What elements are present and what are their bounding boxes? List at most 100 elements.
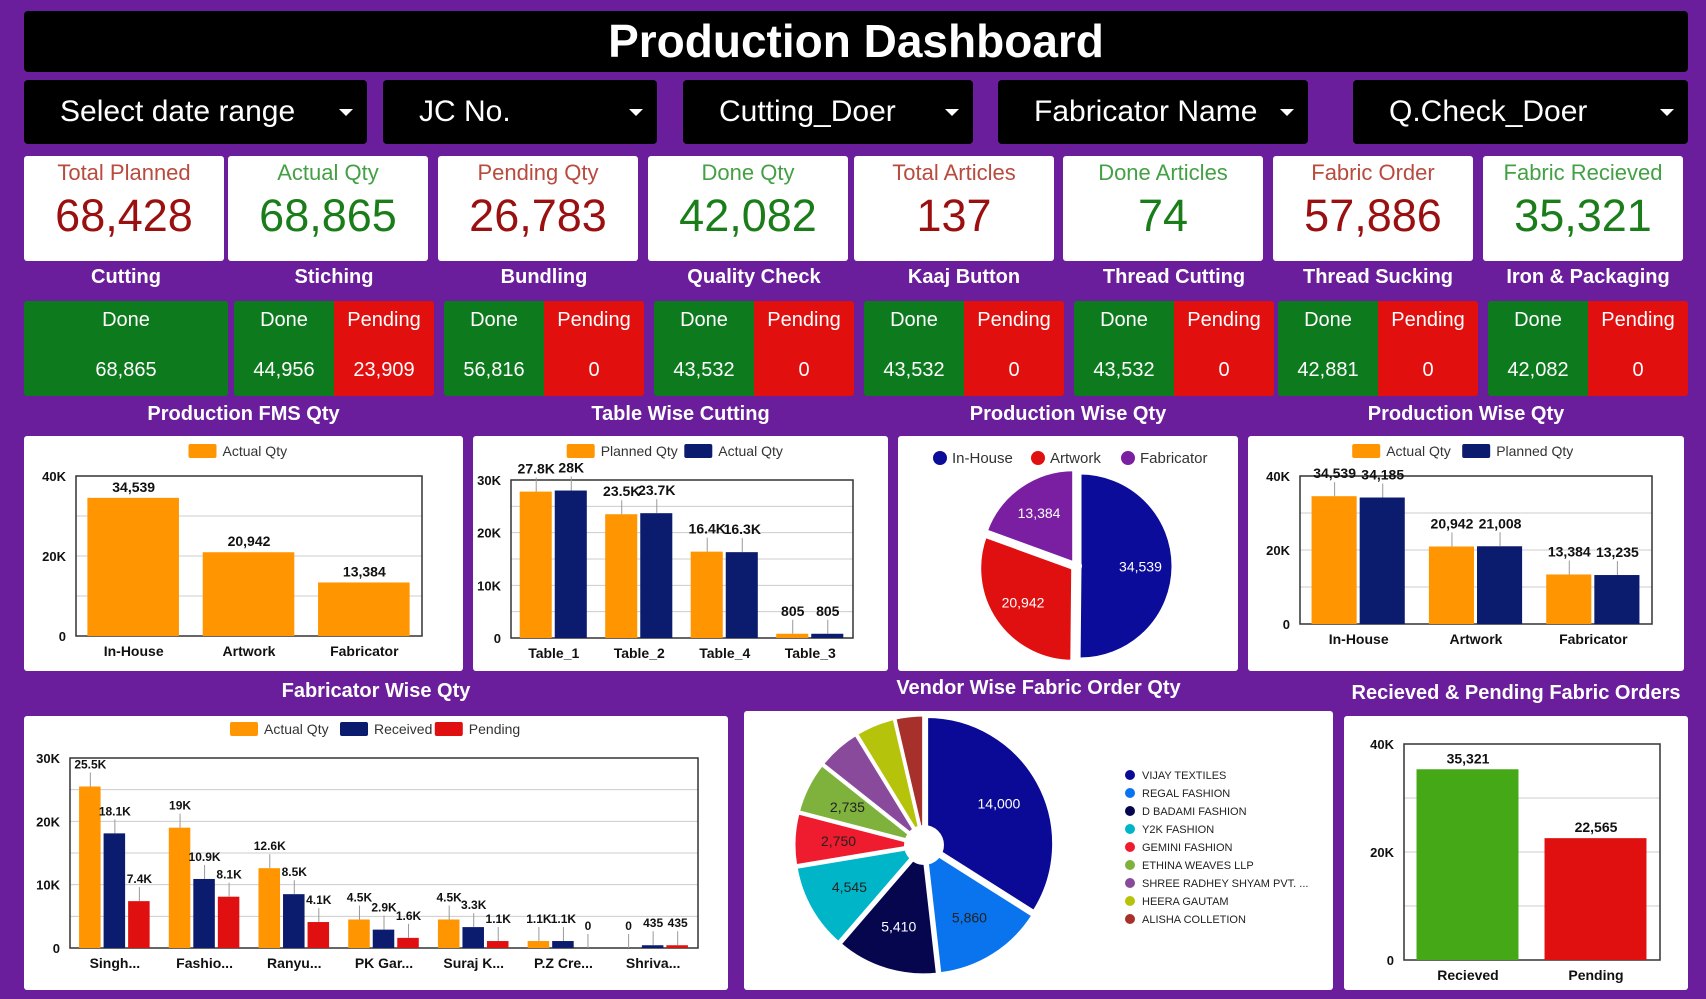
bar[interactable] — [307, 922, 330, 948]
kpi-card: Total Planned 68,428 — [24, 156, 224, 261]
data-label: 23.5K — [603, 483, 640, 499]
bar[interactable] — [193, 878, 215, 948]
pending-value: 0 — [1008, 359, 1020, 381]
bar[interactable] — [103, 833, 126, 948]
bar[interactable] — [397, 937, 419, 948]
bar[interactable] — [258, 868, 281, 948]
bar[interactable] — [1416, 769, 1519, 960]
pie-slice[interactable] — [925, 715, 1056, 914]
legend-dot — [1125, 770, 1135, 780]
data-label: 19K — [169, 799, 191, 813]
kpi-card: Done Qty 42,082 — [648, 156, 848, 261]
bar[interactable] — [217, 896, 240, 948]
x-tick-label: Artwork — [223, 643, 276, 659]
y-tick-label: 10K — [36, 878, 60, 893]
bar[interactable] — [437, 919, 460, 949]
bar[interactable] — [202, 552, 295, 636]
legend-dot — [1125, 896, 1135, 906]
bar[interactable] — [725, 552, 758, 638]
bar[interactable] — [666, 945, 688, 948]
prodbar-chart: 0 20K 40K 34,539 20,942 13,384 34,185 21,008 13,… — [1248, 436, 1684, 671]
legend-swatch — [230, 722, 258, 736]
bar[interactable] — [1544, 838, 1647, 960]
pie-slice[interactable] — [794, 844, 926, 945]
data-label: 25.5K — [74, 758, 106, 772]
bar[interactable] — [690, 551, 723, 638]
bar[interactable] — [640, 513, 673, 638]
bar[interactable] — [348, 919, 370, 949]
data-label: 1.1K — [551, 912, 577, 926]
legend-label: Fabricator — [1140, 450, 1208, 467]
data-label: 7.4K — [127, 872, 153, 886]
bar[interactable] — [554, 490, 587, 638]
bar[interactable] — [641, 945, 664, 948]
bar[interactable] — [1428, 546, 1474, 624]
pie-slice[interactable] — [838, 844, 940, 977]
bar[interactable] — [605, 514, 638, 638]
legend-dot — [1125, 806, 1135, 816]
bar[interactable] — [79, 786, 101, 949]
pending-label: Pending — [557, 309, 631, 331]
data-label: 1.1K — [526, 912, 552, 926]
data-label: 35,321 — [1447, 750, 1490, 766]
legend-label: Actual Qty — [1386, 443, 1451, 459]
bar[interactable] — [486, 941, 509, 948]
stage-title: Kaaj Button — [907, 266, 1021, 288]
pie-slice[interactable] — [1077, 471, 1175, 661]
stage-title: Quality Check — [687, 266, 821, 288]
filter-dropdown-3[interactable]: Fabricator Name — [998, 80, 1308, 144]
slice-label: 14,000 — [978, 796, 1021, 812]
bar[interactable] — [1546, 574, 1592, 624]
y-tick-label: 20K — [42, 549, 66, 564]
pie-slice[interactable] — [923, 844, 1035, 976]
bar[interactable] — [168, 827, 191, 948]
y-tick-label: 20K — [477, 526, 501, 541]
bar[interactable] — [87, 497, 179, 636]
slice-label: 2,750 — [821, 833, 856, 849]
kpi-value: 68,428 — [55, 190, 193, 241]
data-label: 13,384 — [1548, 543, 1591, 559]
bar[interactable] — [1477, 546, 1523, 624]
filter-dropdown-4[interactable]: Q.Check_Doer — [1353, 80, 1688, 144]
bar[interactable] — [372, 929, 395, 948]
bar[interactable] — [527, 941, 550, 948]
bar[interactable] — [1359, 497, 1405, 624]
legend-dot — [1125, 860, 1135, 870]
pending-value: 0 — [1632, 359, 1644, 381]
chevron-down-icon — [339, 108, 353, 116]
bar[interactable] — [519, 491, 552, 638]
data-label: 20,942 — [228, 533, 271, 549]
data-label: 435 — [643, 916, 663, 930]
bar[interactable] — [462, 927, 484, 948]
bar[interactable] — [776, 633, 809, 638]
data-label: 28K — [558, 460, 584, 476]
stage-status: Done 68,865 — [24, 301, 228, 396]
pending-label: Pending — [347, 309, 421, 331]
stage-pending: Pending 0 — [1588, 301, 1688, 396]
pie-slice[interactable] — [893, 713, 926, 843]
pie-slice[interactable] — [984, 468, 1076, 565]
done-label: Done — [1514, 309, 1562, 331]
bar[interactable] — [552, 941, 574, 948]
data-label: 8.5K — [282, 865, 308, 879]
filter-dropdown-2[interactable]: Cutting_Doer — [683, 80, 973, 144]
filter-dropdown-0[interactable]: Select date range — [24, 80, 367, 144]
bar[interactable] — [1594, 575, 1640, 624]
bar[interactable] — [128, 901, 150, 948]
stage-done: Done 44,956 — [234, 301, 334, 396]
page-title: Production Dashboard — [24, 11, 1688, 72]
pie-slice[interactable] — [978, 534, 1075, 663]
filter-label: Select date range — [60, 95, 296, 128]
done-value: 42,881 — [1297, 359, 1359, 381]
y-tick-label: 40K — [42, 469, 66, 484]
bar[interactable] — [1311, 496, 1357, 624]
plot-frame — [510, 479, 854, 639]
data-label: 20,942 — [1431, 516, 1474, 532]
fabric-chart: 0 20K 40K 35,321 22,565 Recieved Pending — [1344, 716, 1688, 990]
filter-dropdown-1[interactable]: JC No. — [383, 80, 657, 144]
bar[interactable] — [318, 582, 410, 636]
bar[interactable] — [811, 633, 844, 638]
done-value: 44,956 — [253, 359, 315, 381]
bar[interactable] — [283, 894, 305, 948]
plot-frame — [1403, 743, 1661, 961]
